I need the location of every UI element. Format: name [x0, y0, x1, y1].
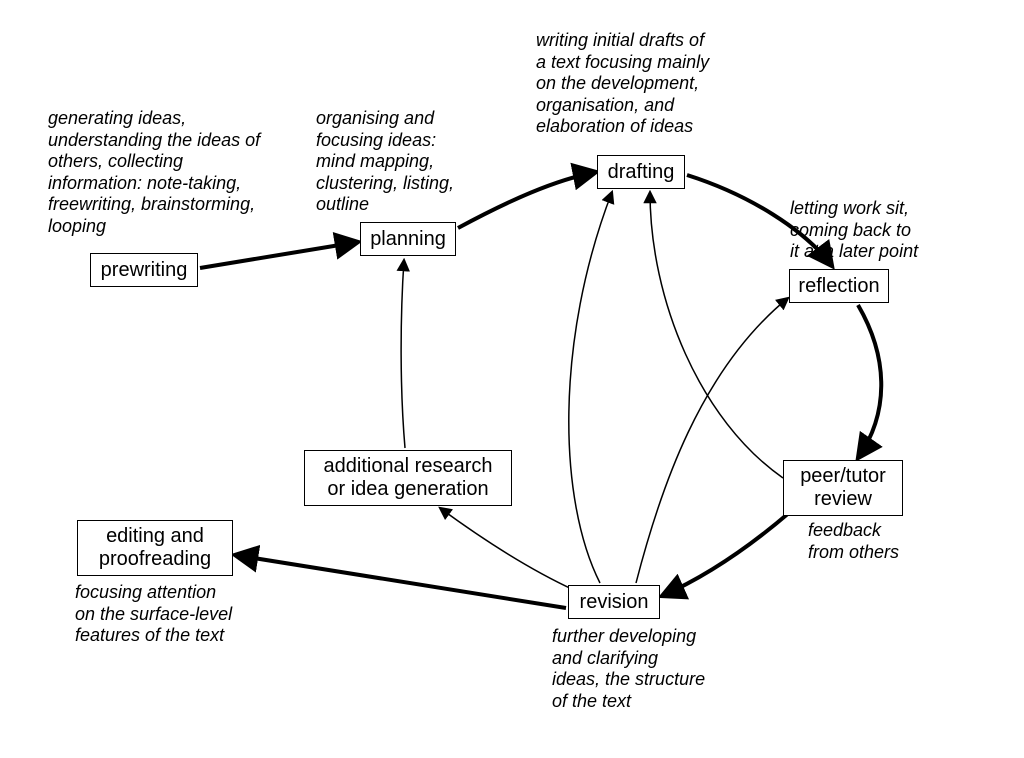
desc-drafting: writing initial drafts ofa text focusing…: [536, 30, 766, 138]
desc-revision: further developingand clarifyingideas, t…: [552, 626, 762, 712]
node-label: editing andproofreading: [99, 525, 211, 571]
edge-research-to-planning: [401, 260, 405, 448]
edge-peer-to-revision: [662, 512, 790, 596]
node-reflection: reflection: [789, 269, 889, 303]
node-label: prewriting: [101, 259, 188, 282]
edge-prewriting-to-planning: [200, 242, 358, 268]
node-editing-proofreading: editing andproofreading: [77, 520, 233, 576]
node-additional-research: additional researchor idea generation: [304, 450, 512, 506]
node-planning: planning: [360, 222, 456, 256]
node-peer-review: peer/tutorreview: [783, 460, 903, 516]
desc-prewriting: generating ideas,understanding the ideas…: [48, 108, 288, 238]
node-revision: revision: [568, 585, 660, 619]
desc-peer-review: feedbackfrom others: [808, 520, 958, 563]
edge-revision-to-drafting: [569, 192, 612, 583]
edge-peer-to-drafting: [650, 192, 783, 478]
desc-editing: focusing attentionon the surface-levelfe…: [75, 582, 295, 647]
node-drafting: drafting: [597, 155, 685, 189]
desc-planning: organising andfocusing ideas:mind mappin…: [316, 108, 501, 216]
edge-reflection-to-peer: [858, 305, 881, 458]
node-label: peer/tutorreview: [800, 465, 886, 511]
node-label: drafting: [608, 161, 675, 184]
node-prewriting: prewriting: [90, 253, 198, 287]
node-label: additional researchor idea generation: [324, 455, 493, 501]
edge-revision-to-research: [440, 508, 574, 590]
node-label: reflection: [798, 275, 879, 298]
edge-revision-to-reflection: [636, 298, 788, 583]
writing-process-diagram: prewriting planning drafting reflection …: [0, 0, 1024, 758]
node-label: planning: [370, 228, 446, 251]
node-label: revision: [580, 591, 649, 614]
desc-reflection: letting work sit,coming back toit at a l…: [790, 198, 975, 263]
